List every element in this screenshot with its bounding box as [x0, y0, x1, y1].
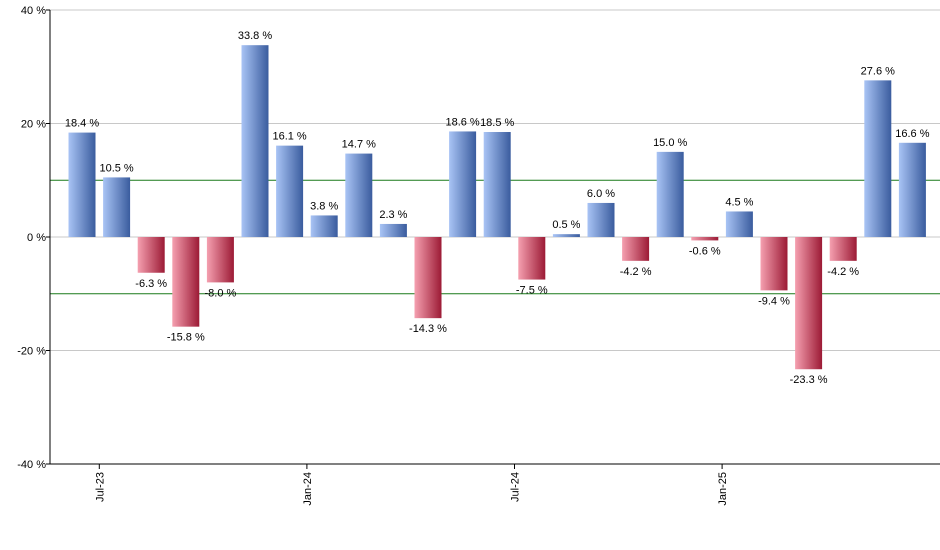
bar: [379, 223, 407, 237]
bar: [760, 237, 788, 291]
bar: [829, 237, 857, 261]
y-tick-label: 0 %: [27, 232, 46, 244]
data-label: 4.5 %: [725, 196, 753, 208]
bar: [795, 237, 823, 370]
bars: [68, 45, 926, 370]
bar: [483, 132, 511, 237]
y-tick-label: 40 %: [21, 5, 46, 17]
x-tick-label: Jan-25: [717, 472, 729, 506]
data-label: -6.3 %: [135, 278, 167, 290]
data-label: 14.7 %: [342, 139, 376, 151]
x-tick-label: Jan-24: [302, 472, 314, 506]
data-label: -4.2 %: [620, 266, 652, 278]
y-tick-label: 20 %: [21, 119, 46, 131]
bar: [725, 211, 753, 237]
data-label: 18.4 %: [65, 118, 99, 130]
bar: [276, 145, 304, 237]
data-label: 18.5 %: [480, 117, 514, 129]
data-label: 10.5 %: [99, 162, 133, 174]
data-label: -7.5 %: [516, 285, 548, 297]
y-tick-label: -20 %: [17, 346, 46, 358]
bar: [898, 142, 926, 237]
bar: [172, 237, 200, 327]
data-label: 2.3 %: [379, 209, 407, 221]
data-label: 3.8 %: [310, 200, 338, 212]
data-label: -9.4 %: [758, 295, 790, 307]
data-label: 27.6 %: [861, 65, 895, 77]
data-label: 33.8 %: [238, 30, 272, 42]
bar: [864, 80, 892, 238]
data-label: 6.0 %: [587, 188, 615, 200]
data-label: 16.1 %: [272, 131, 306, 143]
bar: [656, 151, 684, 237]
bar: [587, 202, 615, 237]
bar: [622, 237, 650, 261]
bar: [691, 237, 719, 241]
bar: [206, 237, 234, 283]
data-label: -0.6 %: [689, 245, 721, 257]
data-label: 0.5 %: [552, 219, 580, 231]
x-tick-label: Jul-24: [510, 472, 522, 502]
data-label: -15.8 %: [167, 332, 205, 344]
x-tick-label: Jul-23: [94, 472, 106, 502]
bar: [518, 237, 546, 280]
data-label: 16.6 %: [895, 128, 929, 140]
data-label: 18.6 %: [445, 116, 479, 128]
bar: [68, 132, 96, 237]
data-label: 15.0 %: [653, 137, 687, 149]
bar: [137, 237, 165, 273]
bar: [552, 234, 580, 237]
bar: [310, 215, 338, 237]
data-labels: 18.4 % 10.5 % -6.3 % -15.8 % -8.0 % 33.8 % 16.…: [65, 30, 930, 386]
y-tick-label: -40 %: [17, 459, 46, 471]
data-label: -4.2 %: [827, 266, 859, 278]
bar: [241, 45, 269, 238]
data-label: -23.3 %: [790, 374, 828, 386]
bar: [345, 153, 373, 237]
axes: -40 % -20 % 0 % 20 % 40 % Jul-23 Jan-24 Jul-24 J…: [17, 5, 940, 506]
data-label: -14.3 %: [409, 323, 447, 335]
data-label: -8.0 %: [205, 287, 237, 299]
bar: [449, 131, 477, 237]
bar: [103, 177, 131, 237]
bar: [414, 237, 442, 319]
